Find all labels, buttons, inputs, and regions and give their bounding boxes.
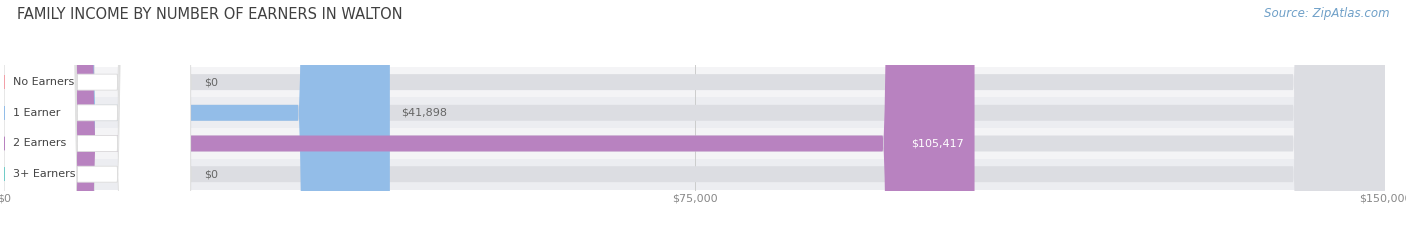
- FancyBboxPatch shape: [4, 0, 1385, 233]
- Text: $0: $0: [204, 77, 218, 87]
- Bar: [4, 67, 1385, 97]
- Bar: [4, 128, 1385, 159]
- Text: 1 Earner: 1 Earner: [13, 108, 60, 118]
- Text: $41,898: $41,898: [401, 108, 447, 118]
- Text: 2 Earners: 2 Earners: [13, 138, 66, 148]
- Bar: [4, 159, 1385, 189]
- FancyBboxPatch shape: [4, 0, 191, 233]
- Bar: [4, 97, 1385, 128]
- FancyBboxPatch shape: [4, 0, 389, 233]
- FancyBboxPatch shape: [4, 0, 1385, 233]
- FancyBboxPatch shape: [4, 0, 1385, 233]
- Text: No Earners: No Earners: [13, 77, 73, 87]
- Text: $0: $0: [204, 169, 218, 179]
- FancyBboxPatch shape: [4, 0, 1385, 233]
- Text: FAMILY INCOME BY NUMBER OF EARNERS IN WALTON: FAMILY INCOME BY NUMBER OF EARNERS IN WA…: [17, 7, 402, 22]
- Text: $105,417: $105,417: [911, 138, 963, 148]
- FancyBboxPatch shape: [4, 0, 191, 233]
- FancyBboxPatch shape: [4, 0, 191, 233]
- Text: 3+ Earners: 3+ Earners: [13, 169, 75, 179]
- FancyBboxPatch shape: [4, 0, 974, 233]
- Text: Source: ZipAtlas.com: Source: ZipAtlas.com: [1264, 7, 1389, 20]
- FancyBboxPatch shape: [4, 0, 191, 233]
